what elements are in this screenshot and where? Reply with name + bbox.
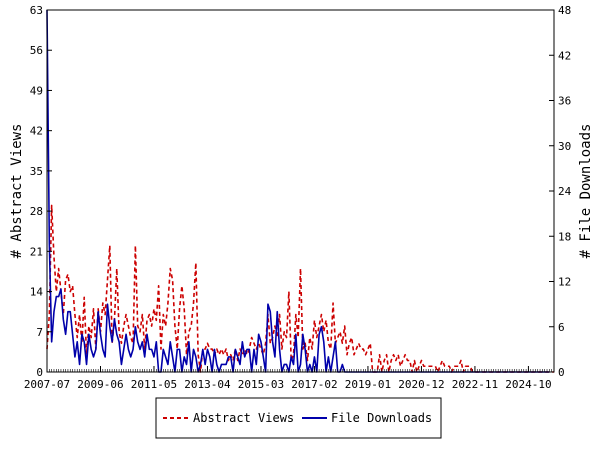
plot-area-frame — [46, 9, 555, 373]
x-tick-label-6: 2019-01 — [345, 378, 391, 391]
x-tick-label-2: 2011-05 — [131, 378, 177, 391]
x-tick-label-4: 2015-03 — [238, 378, 284, 391]
y2-tick-label-0: 0 — [558, 366, 565, 379]
y2-tick-label-2: 12 — [558, 276, 571, 289]
y2-tick-label-6: 36 — [558, 95, 571, 108]
y2-tick-label-7: 42 — [558, 49, 571, 62]
x-tick-label-9: 2024-10 — [505, 378, 551, 391]
legend-label-file-downloads: File Downloads — [331, 411, 432, 425]
y-tick-label-3: 21 — [30, 245, 43, 258]
y-tick-label-8: 56 — [30, 44, 43, 57]
y-axis-title: # Abstract Views — [9, 124, 25, 259]
x-tick-label-5: 2017-02 — [291, 378, 337, 391]
legend-label-abstract-views: Abstract Views — [193, 411, 294, 425]
y-tick-label-6: 42 — [30, 125, 43, 138]
y2-tick-label-3: 18 — [558, 230, 571, 243]
y2-tick-label-8: 48 — [558, 4, 571, 17]
y-tick-label-5: 35 — [30, 165, 43, 178]
y-tick-label-4: 28 — [30, 205, 43, 218]
y2-axis-title: # File Downloads — [578, 124, 594, 259]
y-tick-label-0: 0 — [36, 366, 43, 379]
series-line-abstract-views — [46, 204, 554, 373]
x-tick-label-0: 2007-07 — [24, 378, 70, 391]
x-tick-label-7: 2020-12 — [398, 378, 444, 391]
x-tick-label-1: 2009-06 — [77, 378, 123, 391]
legend-box — [155, 397, 442, 439]
y-tick-label-9: 63 — [30, 4, 43, 17]
x-tick-label-3: 2013-04 — [184, 378, 231, 391]
x-tick-label-8: 2022-11 — [452, 378, 498, 391]
y2-tick-label-5: 30 — [558, 140, 571, 153]
y2-tick-label-1: 6 — [558, 321, 565, 334]
legend: Abstract Views File Downloads — [155, 397, 442, 439]
y-tick-label-7: 49 — [30, 84, 43, 97]
y2-tick-label-4: 24 — [558, 185, 572, 198]
y-tick-label-2: 14 — [30, 286, 44, 299]
y-tick-label-1: 7 — [36, 326, 43, 339]
